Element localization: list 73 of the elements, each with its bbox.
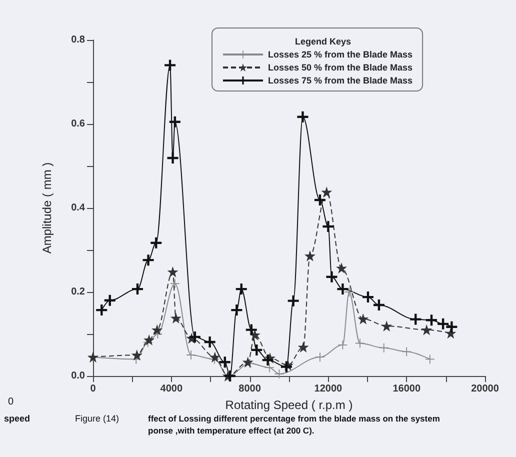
text: speed xyxy=(4,414,30,424)
point xyxy=(224,370,236,382)
point xyxy=(249,329,260,340)
point xyxy=(379,343,388,352)
point xyxy=(421,324,432,336)
point xyxy=(236,284,247,295)
point xyxy=(264,363,274,372)
point xyxy=(315,352,324,362)
point xyxy=(209,352,220,363)
point xyxy=(231,304,242,316)
point xyxy=(326,271,338,282)
point xyxy=(167,152,178,164)
point xyxy=(144,334,155,346)
point xyxy=(189,331,200,342)
point xyxy=(322,220,334,232)
text: 0 xyxy=(8,396,14,408)
point xyxy=(204,336,216,348)
y-tick-label: 0.8 xyxy=(71,34,86,46)
point xyxy=(288,295,299,306)
point xyxy=(321,186,332,198)
point xyxy=(96,304,108,316)
x-tick-label: 20000 xyxy=(471,384,500,394)
point xyxy=(304,250,316,262)
x-tick-label: 12000 xyxy=(314,384,343,394)
y-tick-label: 0.4 xyxy=(71,202,86,214)
point xyxy=(167,266,178,278)
point xyxy=(314,194,326,206)
point xyxy=(150,237,162,248)
point xyxy=(262,354,274,366)
x-axis-title: Rotating Speed ( r.p.m ) xyxy=(225,398,353,412)
legend-title: Legend Keys xyxy=(295,36,352,46)
point xyxy=(219,356,230,368)
legend-label: Losses 50 % from the Blade Mass xyxy=(268,62,413,72)
point xyxy=(362,292,374,303)
point xyxy=(297,111,308,122)
text: Figure (14) xyxy=(75,414,120,424)
point xyxy=(132,284,143,295)
point xyxy=(438,318,449,330)
y-tick-label: 0.2 xyxy=(71,286,86,298)
x-tick-label: 0 xyxy=(90,384,96,394)
y-axis-title: Amplitude ( mm ) xyxy=(40,162,54,254)
point xyxy=(242,356,254,368)
point xyxy=(251,344,262,356)
legend-label: Losses 25 % from the Blade Mass xyxy=(268,50,413,60)
point xyxy=(426,314,437,326)
point xyxy=(381,320,392,332)
point xyxy=(402,347,412,356)
y-tick-label: 0.6 xyxy=(71,118,86,130)
point xyxy=(131,350,142,360)
point xyxy=(298,342,309,353)
point xyxy=(104,294,116,306)
point xyxy=(164,60,176,71)
x-tick-label: 16000 xyxy=(392,384,421,394)
y-tick-label: 0.0 xyxy=(71,370,86,382)
point xyxy=(142,254,154,266)
text: ponse ,with temperature effect (at 200 C). xyxy=(148,426,314,436)
point xyxy=(373,300,384,311)
point xyxy=(336,262,348,274)
x-tick-label: 8000 xyxy=(238,384,262,394)
point xyxy=(186,350,196,360)
point xyxy=(446,321,458,332)
point xyxy=(170,312,182,324)
point xyxy=(337,284,348,295)
point xyxy=(170,279,180,288)
point xyxy=(344,288,354,296)
text: ffect of Lossing different percentage from the blade mass on the system xyxy=(148,414,440,424)
x-tick-label: 4000 xyxy=(160,384,183,394)
point xyxy=(410,314,422,325)
point xyxy=(152,324,163,336)
legend-label: Losses 75 % from the Blade Mass xyxy=(268,76,413,86)
point xyxy=(246,324,257,336)
point xyxy=(169,116,180,128)
point xyxy=(358,313,369,324)
